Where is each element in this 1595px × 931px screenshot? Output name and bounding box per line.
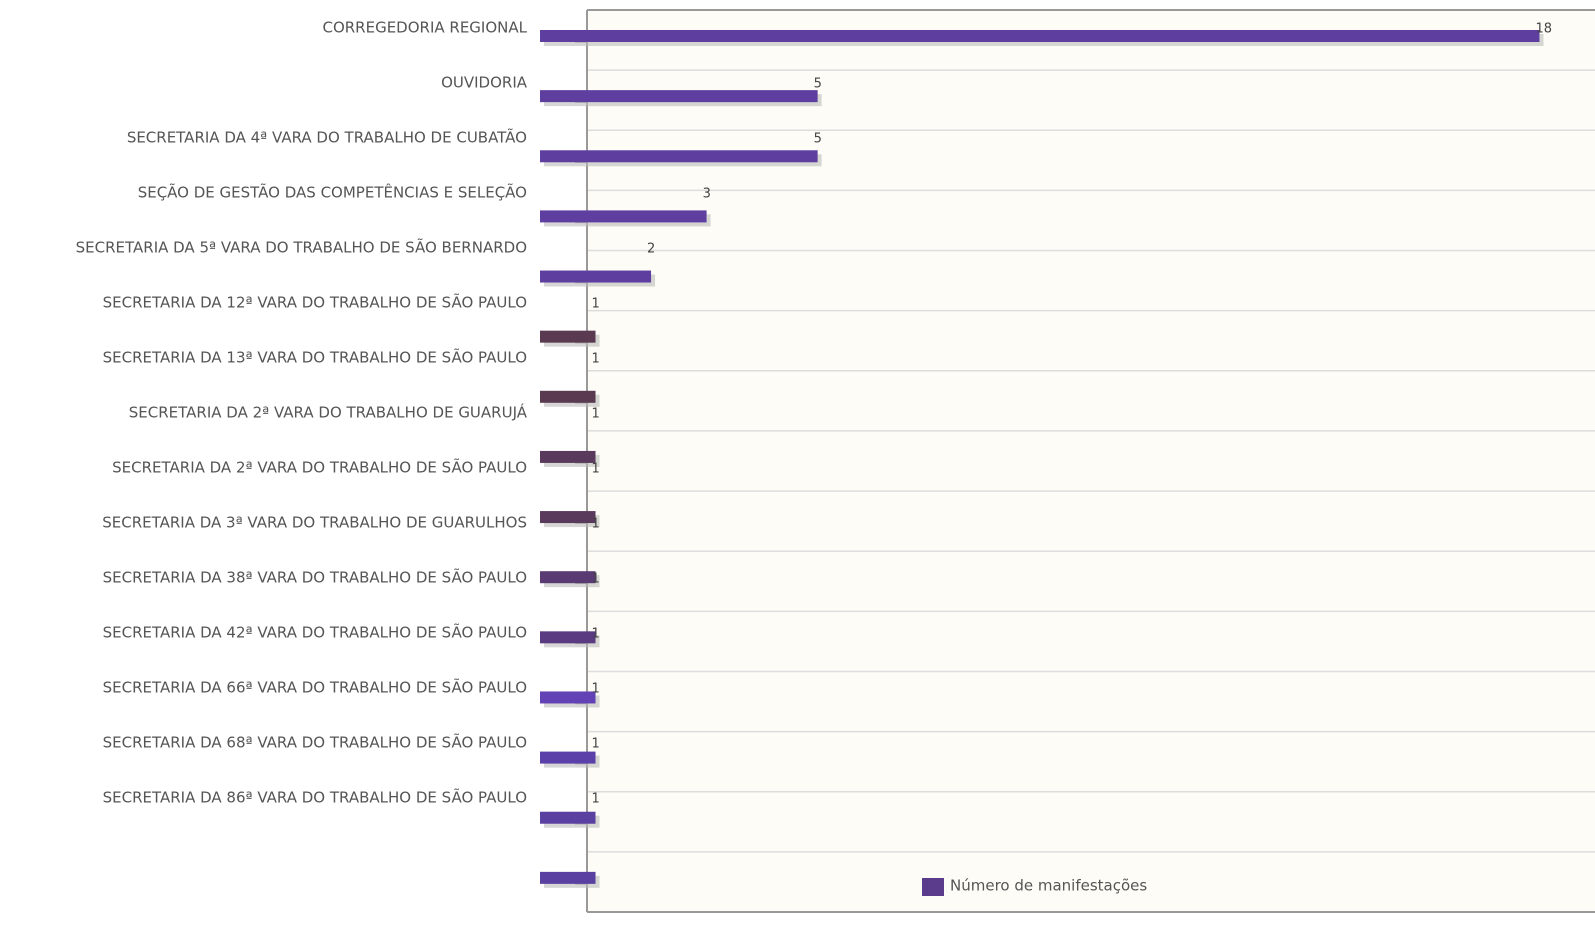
value-label: 1	[592, 297, 600, 312]
bar	[540, 30, 1540, 42]
bar	[540, 330, 596, 343]
value-label: 18	[1535, 22, 1552, 37]
value-label: 2	[647, 242, 655, 257]
y-tick-label: SECRETARIA DA 5ª VARA DO TRABALHO DE SÃO…	[76, 238, 527, 257]
y-tick-label: CORREGEDORIA REGIONAL	[322, 19, 527, 37]
bar	[540, 871, 596, 884]
y-tick-label: SEÇÃO DE GESTÃO DAS COMPETÊNCIAS E SELEÇ…	[138, 183, 527, 202]
y-tick-label: SECRETARIA DA 2ª VARA DO TRABALHO DE SÃO…	[112, 458, 527, 477]
bar	[540, 751, 596, 764]
bar	[540, 450, 596, 463]
value-label: 1	[592, 737, 600, 752]
legend-label: Número de manifestações	[950, 877, 1147, 895]
value-label: 1	[592, 517, 600, 532]
value-label: 3	[703, 187, 711, 202]
bar	[540, 511, 596, 524]
bar	[540, 90, 818, 103]
plot-area	[587, 10, 1595, 912]
value-label: 1	[592, 352, 600, 367]
bar	[540, 811, 596, 824]
bar	[540, 571, 596, 584]
bar	[540, 270, 652, 283]
y-tick-label: SECRETARIA DA 4ª VARA DO TRABALHO DE CUB…	[127, 128, 527, 147]
bar	[540, 691, 596, 704]
value-label: 1	[592, 682, 600, 697]
y-tick-label: SECRETARIA DA 66ª VARA DO TRABALHO DE SÃ…	[103, 678, 527, 697]
value-label: 5	[814, 132, 822, 147]
y-tick-label: SECRETARIA DA 12ª VARA DO TRABALHO DE SÃ…	[103, 293, 527, 312]
value-label: 1	[592, 462, 600, 477]
value-label: 1	[592, 792, 600, 807]
y-tick-label: SECRETARIA DA 13ª VARA DO TRABALHO DE SÃ…	[103, 348, 527, 367]
y-tick-label: SECRETARIA DA 38ª VARA DO TRABALHO DE SÃ…	[103, 568, 527, 587]
y-tick-label: SECRETARIA DA 68ª VARA DO TRABALHO DE SÃ…	[103, 733, 527, 752]
bar	[540, 631, 596, 644]
y-tick-label: OUVIDORIA	[441, 74, 528, 92]
value-label: 1	[592, 407, 600, 422]
value-label: 1	[592, 627, 600, 642]
bar	[540, 150, 818, 163]
legend-swatch	[922, 878, 944, 896]
bar	[540, 390, 596, 403]
value-label: 5	[814, 77, 822, 92]
y-tick-label: SECRETARIA DA 3ª VARA DO TRABALHO DE GUA…	[102, 514, 527, 532]
y-tick-label: SECRETARIA DA 2ª VARA DO TRABALHO DE GUA…	[129, 403, 528, 422]
y-tick-label: SECRETARIA DA 42ª VARA DO TRABALHO DE SÃ…	[103, 623, 527, 642]
bar	[540, 210, 707, 223]
value-label: 1	[592, 572, 600, 587]
y-tick-label: SECRETARIA DA 86ª VARA DO TRABALHO DE SÃ…	[103, 788, 527, 807]
